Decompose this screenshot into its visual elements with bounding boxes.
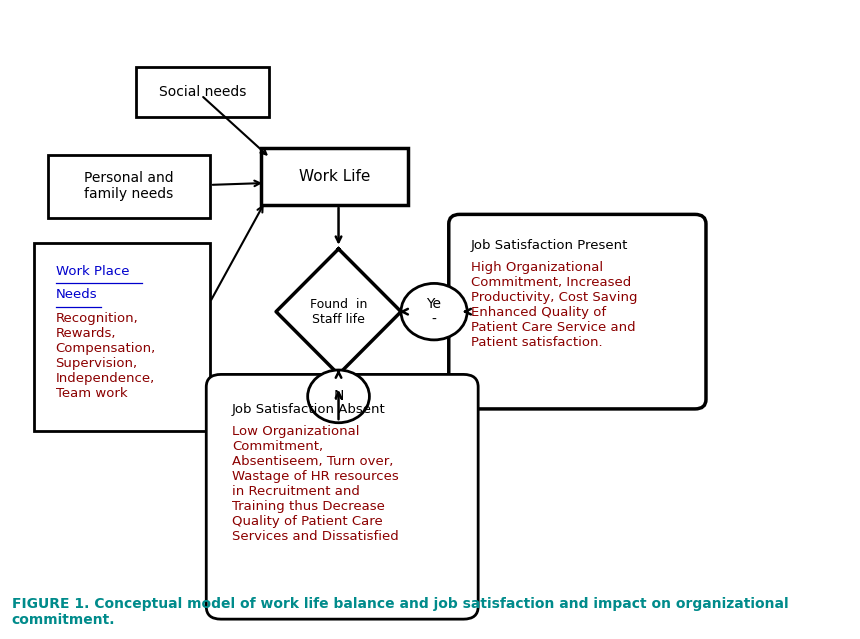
Text: Ye
-: Ye - bbox=[427, 296, 441, 327]
Circle shape bbox=[401, 284, 467, 340]
Text: Work Place: Work Place bbox=[56, 265, 129, 277]
Bar bbox=[261, 148, 408, 205]
Text: FIGURE 1. Conceptual model of work life balance and job satisfaction and impact : FIGURE 1. Conceptual model of work life … bbox=[11, 597, 788, 627]
Bar bbox=[34, 243, 210, 431]
Polygon shape bbox=[276, 249, 401, 374]
Text: Job Satisfaction Absent: Job Satisfaction Absent bbox=[232, 403, 386, 415]
Bar bbox=[137, 67, 268, 117]
Bar bbox=[48, 155, 210, 217]
Text: Work Life: Work Life bbox=[299, 169, 371, 184]
Text: Job Satisfaction Present: Job Satisfaction Present bbox=[470, 240, 628, 252]
Circle shape bbox=[308, 370, 370, 423]
Text: Needs: Needs bbox=[56, 288, 97, 302]
FancyBboxPatch shape bbox=[449, 215, 706, 409]
Text: Personal and
family needs: Personal and family needs bbox=[84, 171, 174, 201]
Text: Social needs: Social needs bbox=[159, 85, 246, 99]
Text: Recognition,
Rewards,
Compensation,
Supervision,
Independence,
Team work: Recognition, Rewards, Compensation, Supe… bbox=[56, 312, 156, 400]
Text: High Organizational
Commitment, Increased
Productivity, Cost Saving
Enhanced Qua: High Organizational Commitment, Increase… bbox=[470, 261, 637, 350]
Text: Found  in
Staff life: Found in Staff life bbox=[310, 298, 367, 326]
Text: Low Organizational
Commitment,
Absentiseem, Turn over,
Wastage of HR resources
i: Low Organizational Commitment, Absentise… bbox=[232, 424, 399, 543]
Text: N: N bbox=[334, 389, 344, 403]
FancyBboxPatch shape bbox=[206, 374, 478, 619]
